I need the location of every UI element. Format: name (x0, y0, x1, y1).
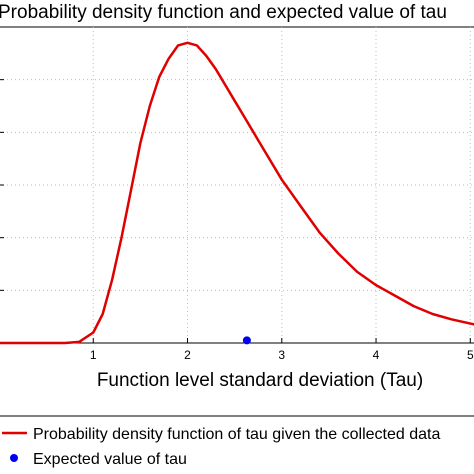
x-tick-label: 5 (467, 348, 474, 362)
series-layer (0, 41, 474, 345)
legend-entry-expected: Expected value of tau (33, 451, 187, 468)
legend-box (0, 415, 474, 474)
legend: Probability density function of tau give… (0, 415, 474, 474)
chart-title: Probability density function and expecte… (0, 2, 447, 23)
legend-dot-swatch (10, 454, 18, 462)
grid (0, 27, 474, 343)
x-tick-label: 3 (278, 348, 285, 362)
expected-value-point (242, 336, 251, 345)
legend-entry-pdf: Probability density function of tau give… (33, 426, 440, 443)
x-tick-label: 2 (184, 348, 191, 362)
x-axis-ticks: 1 2 3 4 5 (0, 79, 474, 362)
pdf-line (0, 41, 474, 345)
x-axis-label: Function level standard deviation (Tau) (97, 370, 423, 391)
x-tick-label: 1 (90, 348, 97, 362)
x-tick-label: 4 (373, 348, 380, 362)
points-layer (242, 336, 251, 345)
